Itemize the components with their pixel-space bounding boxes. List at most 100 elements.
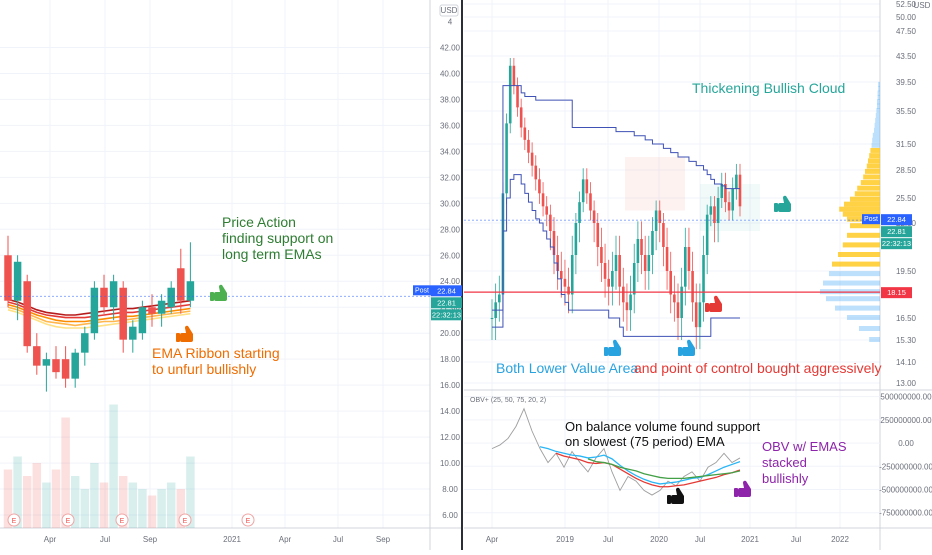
y-tick-label: 52.50	[896, 0, 917, 9]
earnings-marker	[178, 513, 192, 527]
volume-profile-bar	[871, 142, 880, 148]
earnings-marker-label: E	[12, 518, 17, 525]
volume-profile-bar	[869, 153, 880, 159]
y-tick-label: 35.50	[896, 107, 917, 116]
x-tick-label: Jul	[695, 535, 705, 544]
candle-body	[138, 307, 147, 334]
candle-body	[61, 359, 70, 379]
x-tick-label: Apr	[44, 535, 57, 544]
earnings-marker-label: E	[246, 518, 251, 525]
thumbs-up-icon	[774, 195, 791, 212]
volume-bar	[90, 463, 99, 528]
candle-body	[683, 247, 687, 287]
candle-body	[552, 231, 556, 255]
volume-profile-bar	[877, 90, 880, 96]
thumb-shape	[671, 487, 684, 504]
candle-body	[662, 223, 665, 247]
candle-body	[23, 281, 31, 347]
candle-body	[570, 255, 574, 295]
volume-profile-bar	[863, 174, 880, 180]
candle-body	[727, 202, 731, 211]
candle-body	[738, 174, 742, 207]
price-badge-label: 22:32:13	[882, 239, 911, 248]
earnings-marker-label: E	[120, 518, 125, 525]
candle-body	[585, 179, 589, 194]
candle-body	[512, 65, 516, 86]
candle-body	[621, 286, 625, 303]
candle-body	[129, 326, 137, 340]
earnings-marker-label: E	[183, 518, 188, 525]
x-tick-label: 2022	[831, 535, 849, 544]
annotation-text: finding support on	[222, 230, 333, 246]
thumb-cuff	[604, 347, 608, 356]
candle-body	[497, 294, 501, 303]
annotation-text: and point of control bought aggressively	[634, 360, 882, 376]
currency-label: USD	[441, 6, 458, 15]
candle-body	[42, 359, 51, 366]
volume-bar	[157, 489, 166, 528]
y-tick-label: 500000000.00	[880, 393, 932, 402]
obv-series-line	[555, 452, 741, 488]
value-area-low-line	[492, 174, 740, 337]
candle-body	[636, 239, 640, 263]
volume-profile-bar	[878, 81, 880, 87]
price-badge-label: 22.84	[437, 286, 456, 295]
price-badge-label: 18.15	[887, 288, 906, 297]
indicator-label: OBV+ (25, 50, 75, 20, 2)	[470, 397, 546, 404]
candle-body	[632, 263, 636, 295]
y-tick-label: 26.00	[440, 251, 461, 260]
y-tick-label: 38.00	[440, 95, 461, 104]
y-tick-label: 20.00	[440, 329, 461, 338]
thumb-shape	[778, 195, 791, 212]
price-badge-label: 22.84	[887, 215, 906, 224]
candle-body	[658, 210, 662, 223]
candle-body	[694, 302, 698, 328]
y-tick-label: 50.00	[896, 13, 917, 22]
candle-body	[720, 184, 724, 198]
volume-profile-bar	[839, 206, 880, 212]
candle-body	[157, 300, 166, 314]
thumb-cuff	[734, 488, 738, 497]
candle-body	[523, 127, 527, 140]
volume-bar	[176, 489, 186, 528]
post-tag: Post	[864, 216, 878, 223]
thumb-cuff	[667, 495, 671, 504]
candle-body	[614, 255, 618, 271]
volume-bar	[80, 489, 90, 528]
candle-body	[52, 359, 60, 373]
y-tick-label: 8.00	[442, 485, 458, 494]
volume-bar	[22, 476, 32, 528]
candle-body	[691, 271, 694, 303]
candle-body	[724, 184, 727, 203]
volume-profile-bar	[850, 196, 880, 202]
volume-profile-bar	[857, 185, 880, 191]
thumbs-up-icon	[734, 480, 751, 497]
volume-profile-bar	[869, 337, 880, 342]
thumb-shape	[608, 339, 621, 356]
annotation-text: long term EMAs	[222, 246, 322, 262]
y-tick-label: 4	[448, 17, 453, 26]
earnings-marker-label: E	[66, 518, 71, 525]
thumbs-up-icon	[705, 295, 722, 312]
candle-body	[148, 307, 156, 314]
candle-body	[578, 202, 581, 223]
candle-body	[109, 281, 118, 308]
candle-body	[186, 281, 195, 301]
candle-body	[530, 152, 534, 166]
candle-body	[713, 206, 716, 223]
price-badge	[881, 214, 912, 226]
candle-body	[669, 271, 673, 295]
right-panel-bg	[464, 0, 932, 550]
candle-body	[716, 198, 720, 223]
annotation-text: OBV w/ EMAS	[762, 439, 847, 454]
ema-ribbon-line	[7, 309, 191, 329]
candle-body	[600, 247, 603, 263]
candle-body	[709, 206, 713, 215]
y-tick-label: 15.30	[896, 336, 917, 345]
volume-profile-bar	[826, 296, 880, 302]
volume-profile-bar	[872, 137, 880, 143]
annotation-text: EMA Ribbon starting	[152, 345, 280, 361]
y-tick-label: 31.50	[896, 140, 917, 149]
thumb-shape	[709, 295, 722, 312]
